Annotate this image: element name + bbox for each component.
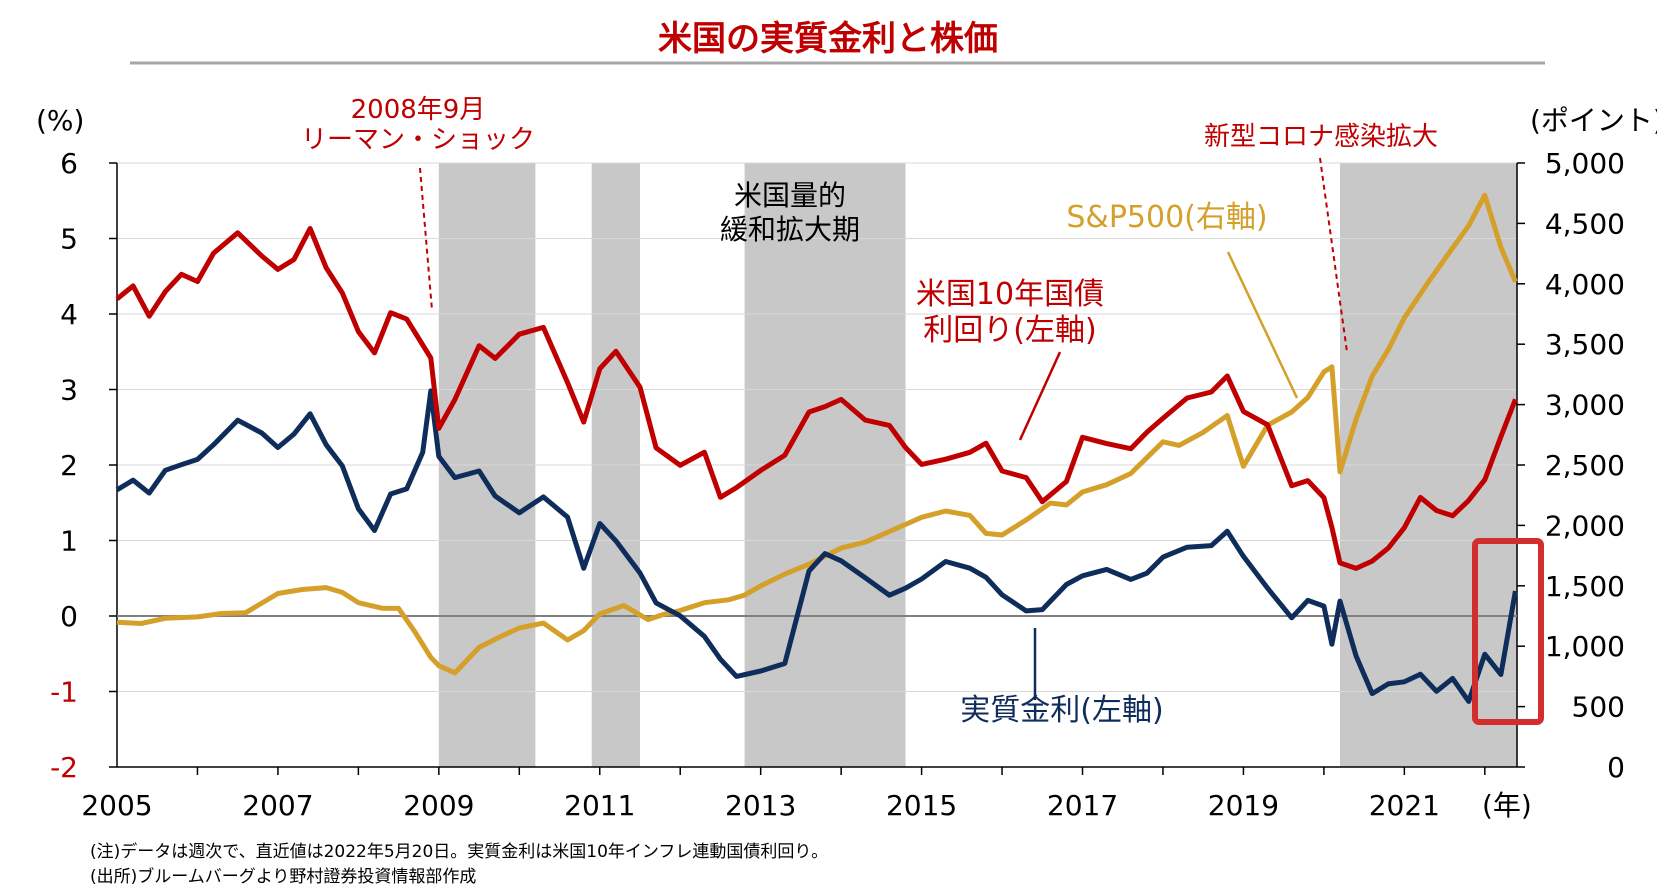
x-tick-label: 2019: [1208, 789, 1279, 822]
note-line-1: (注)データは週次で、直近値は2022年5月20日。実質金利は米国10年インフレ…: [90, 841, 828, 862]
x-tick-label: 2021: [1369, 789, 1440, 822]
x-axis-unit: (年): [1482, 789, 1532, 822]
right-tick-label: 4,000: [1545, 268, 1625, 301]
left-axis-ticks: 6 5 4 3 2 1 0 -1 -2: [50, 147, 117, 784]
x-tick-label: 2009: [403, 789, 474, 822]
series-line-sp500: [116, 192, 1518, 676]
treasury-leader: [1018, 351, 1062, 441]
x-tick-label: 2015: [886, 789, 957, 822]
right-tick-label: 1,500: [1545, 570, 1625, 603]
x-tick-label: 2005: [81, 789, 152, 822]
right-tick-label: 3,000: [1545, 389, 1625, 422]
lehman-annotation: 2008年9月リーマン・ショック: [301, 95, 535, 155]
corona-leader: [1319, 157, 1348, 353]
series-line-treasury: [115, 226, 1518, 571]
treasury-label: 米国10年国債利回り(左軸): [916, 277, 1104, 348]
series-line-real-rate: [115, 388, 1518, 704]
real-rate-label: 実質金利(左軸): [960, 693, 1163, 728]
gridlines: [117, 162, 1517, 692]
right-tick-label: 4,500: [1545, 207, 1625, 240]
left-tick-label: 1: [60, 525, 78, 558]
x-axis-ticks: 2005 2007 2009 2011 2013 2015 2017 2019 2021: [81, 767, 1486, 822]
left-tick-label: -2: [50, 751, 78, 784]
left-tick-label: 2: [60, 449, 78, 482]
right-tick-label: 500: [1572, 691, 1625, 724]
left-tick-label: 6: [60, 147, 78, 180]
highlight-box: [1472, 538, 1544, 725]
series-group: [115, 192, 1518, 704]
right-tick-label: 1,000: [1545, 630, 1625, 663]
left-axis-unit: (%): [36, 104, 84, 137]
x-tick-label: 2017: [1047, 789, 1118, 822]
left-tick-label: 5: [60, 223, 78, 256]
lehman-leader: [419, 167, 433, 311]
right-tick-label: 2,000: [1545, 509, 1625, 542]
left-tick-label: -1: [50, 676, 78, 709]
x-tick-label: 2007: [242, 789, 313, 822]
qe-period-label: 米国量的緩和拡大期: [720, 179, 860, 246]
right-tick-label: 0: [1607, 751, 1625, 784]
x-tick-label: 2011: [564, 789, 635, 822]
left-tick-label: 0: [60, 600, 78, 633]
right-tick-label: 2,500: [1545, 449, 1625, 482]
right-tick-label: 3,500: [1545, 328, 1625, 361]
right-axis-ticks: 5,000 4,500 4,000 3,500 3,000 2,500 2,000 1,500…: [1517, 147, 1625, 784]
sp500-label: S&P500(右軸): [1066, 200, 1267, 235]
x-tick-label: 2013: [725, 789, 796, 822]
chart-title: 米国の実質金利と株価: [658, 19, 998, 59]
right-tick-label: 5,000: [1545, 147, 1625, 180]
left-tick-label: 3: [60, 374, 78, 407]
left-tick-label: 4: [60, 298, 78, 331]
note-line-2: (出所)ブルームバーグより野村證券投資情報部作成: [90, 866, 476, 887]
right-axis-unit: (ポイント): [1530, 104, 1657, 137]
sp500-leader: [1226, 251, 1299, 399]
corona-annotation: 新型コロナ感染拡大: [1204, 122, 1438, 152]
